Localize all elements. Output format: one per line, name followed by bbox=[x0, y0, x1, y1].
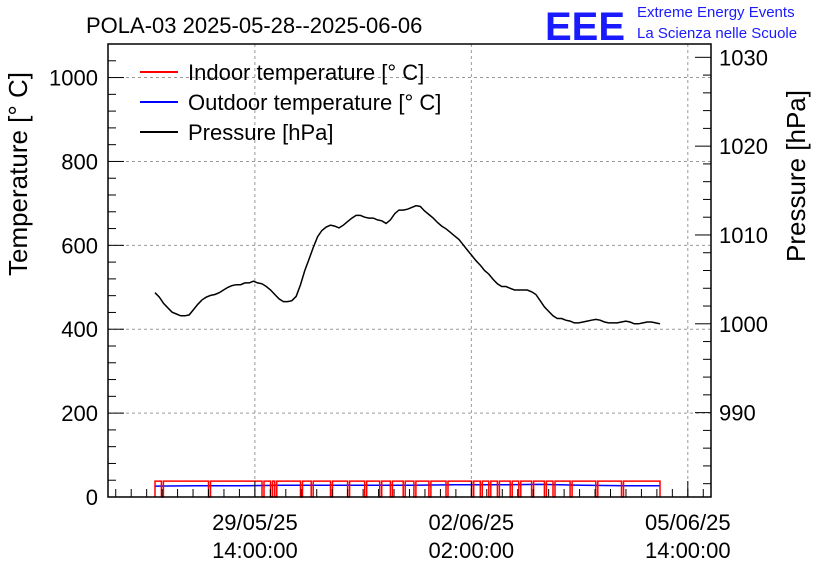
y-right-tick-label: 1020 bbox=[719, 134, 768, 159]
y-right-tick-label: 1030 bbox=[719, 45, 768, 70]
legend: Indoor temperature [° C] Outdoor tempera… bbox=[140, 60, 441, 145]
legend-label-indoor: Indoor temperature [° C] bbox=[188, 60, 424, 85]
axis-tick-labels: 0 200 400 600 800 1000 990 1000 1010 1020 1030 29/0… bbox=[49, 45, 768, 563]
y-axis-left-label: Temperature [° C] bbox=[3, 72, 33, 276]
legend-label-outdoor: Outdoor temperature [° C] bbox=[188, 90, 441, 115]
y-axis-right-label: Pressure [hPa] bbox=[781, 90, 811, 262]
eee-logo: EEE Extreme Energy Events La Scienza nel… bbox=[545, 4, 797, 49]
legend-label-pressure: Pressure [hPa] bbox=[188, 120, 334, 145]
y-left-tick-label: 1000 bbox=[49, 66, 98, 91]
x-tick-label-time: 14:00:00 bbox=[212, 538, 298, 563]
grid bbox=[108, 44, 711, 497]
eee-logo-line2: La Scienza nelle Scuole bbox=[637, 25, 797, 42]
x-tick-label-time: 14:00:00 bbox=[645, 538, 731, 563]
x-tick-label-time: 02:00:00 bbox=[429, 538, 515, 563]
y-right-tick-label: 1010 bbox=[719, 223, 768, 248]
y-left-tick-label: 200 bbox=[61, 401, 98, 426]
y-right-tick-label: 1000 bbox=[719, 312, 768, 337]
axis-ticks bbox=[108, 56, 711, 498]
x-tick-label-date: 29/05/25 bbox=[212, 510, 298, 535]
x-tick-label-date: 05/06/25 bbox=[645, 510, 731, 535]
series-pressure-line bbox=[154, 204, 661, 325]
x-tick-label-date: 02/06/25 bbox=[429, 510, 515, 535]
y-left-tick-label: 600 bbox=[61, 233, 98, 258]
y-right-tick-label: 990 bbox=[719, 401, 756, 426]
series-outdoor-line bbox=[154, 483, 660, 487]
y-left-tick-label: 400 bbox=[61, 317, 98, 342]
y-left-tick-label: 800 bbox=[61, 149, 98, 174]
y-left-tick-label: 0 bbox=[86, 485, 98, 510]
chart-title: POLA-03 2025-05-28--2025-06-06 bbox=[86, 13, 422, 38]
eee-logo-line1: Extreme Energy Events bbox=[637, 4, 795, 21]
eee-logo-mark: EEE bbox=[545, 5, 625, 49]
